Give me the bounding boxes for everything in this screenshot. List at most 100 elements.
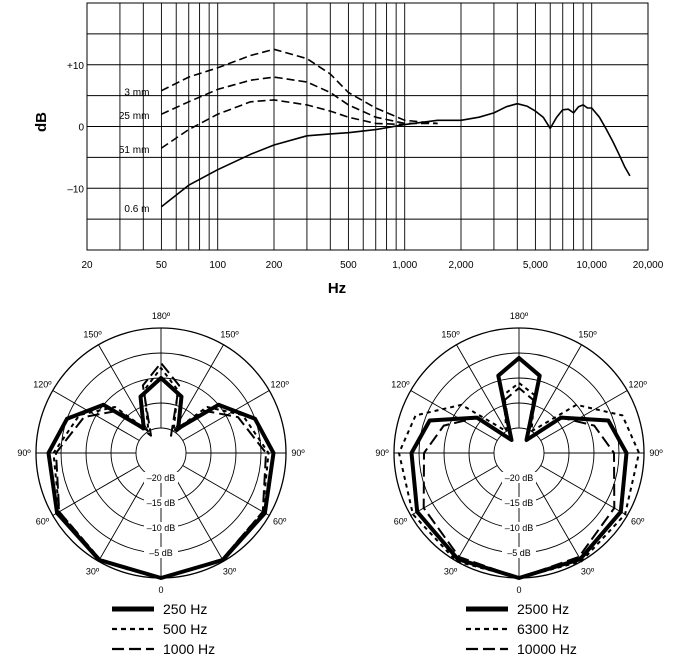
curve-label: 3 mm [124,88,149,99]
polar-ring [135,427,187,479]
polar-curve [422,387,616,579]
y-tick-labels: +10 0 –10 [67,61,84,196]
legend-label: 500 Hz [163,621,207,637]
angle-label: 120º [33,380,52,390]
polar-pattern-low-frequencies: 0 30º 60º 90º 120º 150º 180º 150º 120º 90º 60º 30º –… [17,311,305,595]
radial-label: –10 dB [147,523,176,533]
polar-curve [398,382,640,579]
angle-label: 150º [83,329,102,339]
radial-label-bg [144,522,178,533]
angle-label: 120º [628,380,647,390]
angle-label: 30º [581,567,595,577]
curve-label: 51 mm [119,145,150,156]
frequency-response-grid [86,2,649,251]
x-tick-label: 20 [81,260,93,271]
x-tick-label: 1,000 [392,260,417,271]
angle-label: 30º [223,567,237,577]
polar-spoke [98,344,149,432]
polar-curve [46,376,276,580]
angle-label: 90º [375,448,389,458]
x-tick-label: 50 [156,260,168,271]
angle-label: 150º [220,329,239,339]
response-curve [160,99,405,149]
polar-spoke [540,465,628,516]
x-tick-label: 100 [209,260,226,271]
radial-label-bg [502,522,536,533]
angle-label: 60º [631,517,645,527]
angle-label: 30º [86,567,100,577]
polar-spoke [531,474,582,562]
polar-spoke [98,474,149,562]
angle-label: 120º [391,380,410,390]
legend-label: 250 Hz [163,601,207,617]
x-tick-label: 10,000 [576,260,607,271]
radial-label-bg [502,472,536,483]
y-tick-label: –10 [67,184,84,195]
angle-label: 60º [394,517,408,527]
polar-spoke [410,465,498,516]
frequency-response-curves [160,48,631,208]
radial-label: –20 dB [505,473,534,483]
polar-curve [52,367,270,579]
x-tick-label: 200 [266,260,283,271]
radial-label-bg [144,547,178,558]
curve-label: 25 mm [119,111,150,122]
polar-spoke [173,344,224,432]
response-curve [161,76,438,125]
x-tick-labels: 20 50 100 200 500 1,000 2,000 5,000 10,000 20,000 [81,260,663,271]
polar-curve [409,356,629,580]
angle-label: 90º [17,448,31,458]
angle-label: 30º [444,567,458,577]
polar-spoke [410,390,498,441]
angle-label: 0 [516,585,521,595]
radial-label-bg [502,497,536,508]
y-tick-label: +10 [67,61,84,72]
polar-spoke [173,474,224,562]
response-curve [160,102,631,208]
x-tick-label: 2,000 [448,260,473,271]
polar-spoke [531,344,582,432]
polar-spoke [456,474,507,562]
x-tick-label: 500 [340,260,357,271]
radial-label-bg [144,472,178,483]
x-tick-label: 20,000 [633,260,664,271]
legend-low-frequencies: 250 Hz 500 Hz 1000 Hz [112,601,215,657]
frequency-response-chart: 20 50 100 200 500 1,000 2,000 5,000 10,000 20,000… [33,2,664,297]
legend-label: 2500 Hz [517,601,569,617]
angle-label: 90º [649,448,663,458]
x-axis-label: Hz [328,280,346,297]
legend-high-frequencies: 2500 Hz 6300 Hz 10000 Hz [466,601,577,657]
polar-spoke [456,344,507,432]
radial-label: –20 dB [147,473,176,483]
angle-label: 90º [291,448,305,458]
angle-label: 60º [36,517,50,527]
radial-label-bg [502,547,536,558]
radial-label: –15 dB [505,498,534,508]
polar-spoke [182,465,270,516]
legend-label: 6300 Hz [517,621,569,637]
angle-label: 60º [273,517,287,527]
radial-label: –5 dB [149,548,173,558]
legend-label: 1000 Hz [163,641,215,657]
x-tick-label: 5,000 [523,260,548,271]
radial-label: –10 dB [505,523,534,533]
radial-label-bg [144,497,178,508]
curve-label: 0.6 m [124,204,149,215]
legend-label: 10000 Hz [517,641,577,657]
angle-label: 150º [441,329,460,339]
angle-label: 180º [152,311,171,321]
curve-labels: 0.6 m 51 mm 25 mm 3 mm [119,88,150,215]
polar-pattern-high-frequencies: 0 30º 60º 90º 120º 150º 180º 150º 120º 90º 60º 30º –… [375,311,663,595]
polar-spoke [540,390,628,441]
radial-label: –15 dB [147,498,176,508]
polar-spoke [52,465,140,516]
angle-label: 180º [510,311,529,321]
radial-label: –5 dB [507,548,531,558]
response-curve [161,48,438,125]
angle-label: 120º [270,380,289,390]
y-axis-label: dB [33,112,50,132]
angle-label: 150º [578,329,597,339]
angle-label: 0 [158,585,163,595]
y-tick-label: 0 [78,123,84,134]
